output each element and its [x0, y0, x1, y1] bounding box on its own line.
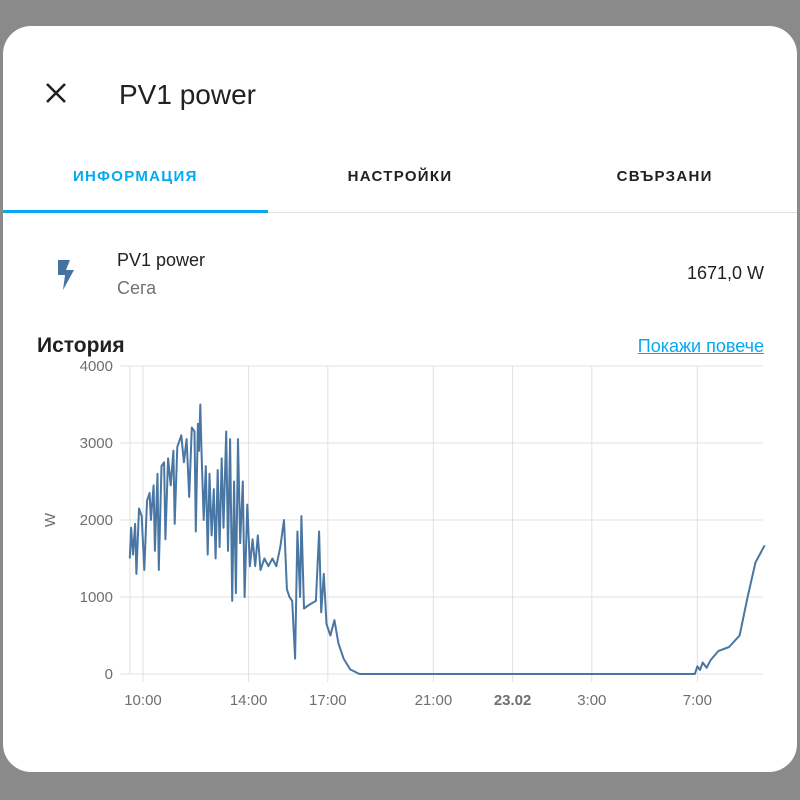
x-tick-label: 17:00	[309, 692, 347, 709]
tab-info[interactable]: ИНФОРМАЦИЯ	[3, 146, 268, 213]
close-icon	[46, 83, 66, 103]
x-tick-label: 23.02	[494, 692, 532, 709]
dialog-title: PV1 power	[119, 79, 256, 110]
entity-state-value: 1671,0 W	[686, 263, 764, 283]
more-info-dialog: PV1 power ИНФОРМАЦИЯ НАСТРОЙКИ СВЪРЗАНИ …	[3, 26, 797, 772]
y-axis-label: W	[42, 512, 59, 527]
y-tick-label: 3000	[80, 435, 113, 452]
tab-bar: ИНФОРМАЦИЯ НАСТРОЙКИ СВЪРЗАНИ	[3, 146, 797, 213]
x-tick-label: 14:00	[230, 692, 268, 709]
series-line-pv1-power	[128, 403, 766, 675]
tab-related[interactable]: СВЪРЗАНИ	[616, 168, 713, 185]
y-tick-label: 1000	[80, 589, 113, 606]
show-more-link[interactable]: Покажи повече	[637, 336, 764, 356]
entity-name: PV1 power	[117, 250, 206, 270]
close-button[interactable]	[39, 76, 75, 112]
tab-settings[interactable]: НАСТРОЙКИ	[347, 168, 453, 185]
x-tick-label: 10:00	[124, 692, 162, 709]
x-tick-label: 21:00	[415, 692, 453, 709]
flash-icon	[58, 260, 74, 290]
y-tick-label: 2000	[80, 512, 113, 529]
y-tick-label: 0	[105, 666, 113, 683]
y-tick-label: 4000	[80, 358, 113, 375]
history-heading: История	[37, 334, 125, 357]
x-tick-label: 3:00	[577, 692, 606, 709]
x-tick-label: 7:00	[683, 692, 712, 709]
entity-secondary: Сега	[117, 278, 157, 298]
